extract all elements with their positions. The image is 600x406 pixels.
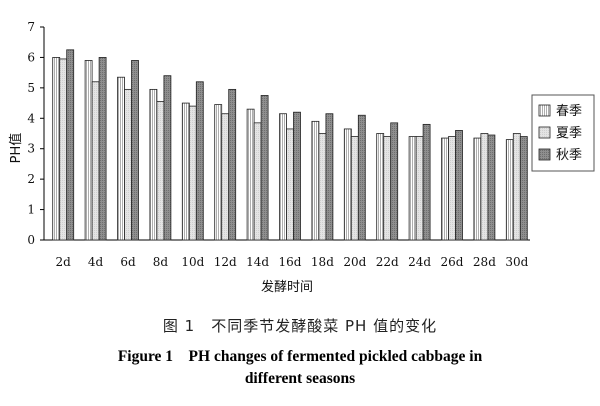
bar-chart: 0 1 2 3 4 5 6 7 2d 4d 6d 8d 10d 12d 14d 16d 18d 20d 22d 24… [8, 20, 595, 295]
x-tick-label: 8d [153, 255, 169, 269]
caption-english: Figure 1 PH changes of fermented pickled… [0, 346, 600, 390]
bar-26d-夏季 [448, 136, 456, 241]
bar-12d-秋季 [228, 88, 237, 241]
bar-16d-夏季 [286, 128, 294, 241]
bar-4d-夏季 [91, 81, 100, 241]
bar-30d-夏季 [512, 133, 521, 241]
y-tick-labels: 0 1 2 3 4 5 6 7 [27, 20, 35, 247]
bar-8d-夏季 [156, 101, 165, 241]
bar-8d-春季 [149, 88, 158, 241]
bar-28d-春季 [473, 137, 482, 241]
y-tick-label: 7 [27, 20, 35, 34]
bar-6d-春季 [117, 76, 125, 241]
y-tick-label: 0 [27, 233, 35, 247]
bar-6d-秋季 [131, 60, 139, 241]
bar-22d-夏季 [383, 136, 392, 241]
bar-20d-秋季 [357, 114, 366, 241]
bar-26d-秋季 [455, 130, 463, 241]
bar-12d-春季 [214, 104, 223, 241]
bar-22d-秋季 [390, 122, 399, 241]
x-tick-label: 26d [441, 255, 464, 269]
legend-label: 春季 [556, 104, 582, 119]
x-tick-label: 12d [214, 255, 237, 269]
x-tick-label: 10d [181, 255, 204, 269]
bar-26d-春季 [441, 137, 449, 241]
bar-10d-夏季 [188, 105, 197, 241]
bar-16d-春季 [279, 113, 287, 241]
bar-22d-春季 [376, 133, 385, 241]
x-tick-labels: 2d 4d 6d 8d 10d 12d 14d 16d 18d 20d 22d 24d 26d 28d 30… [56, 255, 529, 269]
bar-14d-夏季 [253, 122, 262, 241]
caption-english-line1: Figure 1 PH changes of fermented pickled… [117, 348, 483, 365]
bar-20d-春季 [343, 128, 352, 241]
x-tick-label: 6d [120, 255, 136, 269]
bar-24d-春季 [408, 136, 417, 241]
bar-14d-春季 [246, 108, 255, 241]
x-tick-label: 22d [376, 255, 399, 269]
y-tick-label: 4 [27, 111, 35, 125]
x-tick-label: 18d [311, 255, 334, 269]
bar-2d-夏季 [59, 58, 68, 241]
bar-2d-秋季 [66, 49, 75, 241]
x-tick-label: 4d [88, 255, 104, 269]
bar-24d-夏季 [415, 136, 424, 241]
y-tick-label: 1 [27, 203, 35, 217]
y-tick-label: 5 [27, 81, 35, 95]
y-axis-title: PH值 [8, 133, 24, 164]
y-tick-label: 3 [27, 142, 35, 156]
caption-chinese: 图 1 不同季节发酵酸菜 PH 值的变化 [162, 317, 438, 335]
x-tick-label: 14d [246, 255, 269, 269]
x-tick-label: 24d [408, 255, 431, 269]
legend-swatch [538, 104, 551, 117]
bar-18d-秋季 [325, 113, 334, 241]
bar-12d-夏季 [221, 113, 230, 241]
legend-label: 秋季 [556, 148, 582, 163]
x-tick-label: 30d [505, 255, 528, 269]
x-tick-label: 2d [56, 255, 72, 269]
bar-20d-夏季 [350, 136, 359, 241]
bar-6d-夏季 [124, 88, 132, 241]
y-tick-label: 2 [27, 172, 35, 186]
caption-english-line2: different seasons [244, 370, 356, 387]
legend-swatch [538, 148, 551, 161]
bar-30d-秋季 [519, 136, 528, 241]
bar-2d-春季 [52, 57, 61, 241]
x-axis-title: 发酵时间 [261, 279, 313, 295]
bar-28d-秋季 [487, 134, 496, 241]
bar-16d-秋季 [293, 111, 301, 241]
y-tick-label: 6 [27, 50, 35, 64]
x-tick-label: 28d [473, 255, 496, 269]
bar-4d-春季 [84, 60, 93, 241]
bar-30d-春季 [505, 139, 514, 241]
bar-14d-秋季 [260, 95, 269, 241]
x-tick-label: 16d [279, 255, 302, 269]
legend-label: 夏季 [556, 126, 582, 141]
bars-group [52, 49, 528, 241]
bar-10d-秋季 [195, 81, 204, 241]
bar-4d-秋季 [98, 57, 107, 241]
bar-24d-秋季 [422, 123, 431, 241]
bar-28d-夏季 [480, 133, 489, 241]
bar-18d-夏季 [318, 133, 327, 241]
legend-swatch [538, 126, 551, 139]
x-tick-label: 20d [343, 255, 366, 269]
bar-18d-春季 [311, 120, 320, 241]
bar-10d-春季 [181, 102, 190, 241]
bar-8d-秋季 [163, 75, 172, 241]
